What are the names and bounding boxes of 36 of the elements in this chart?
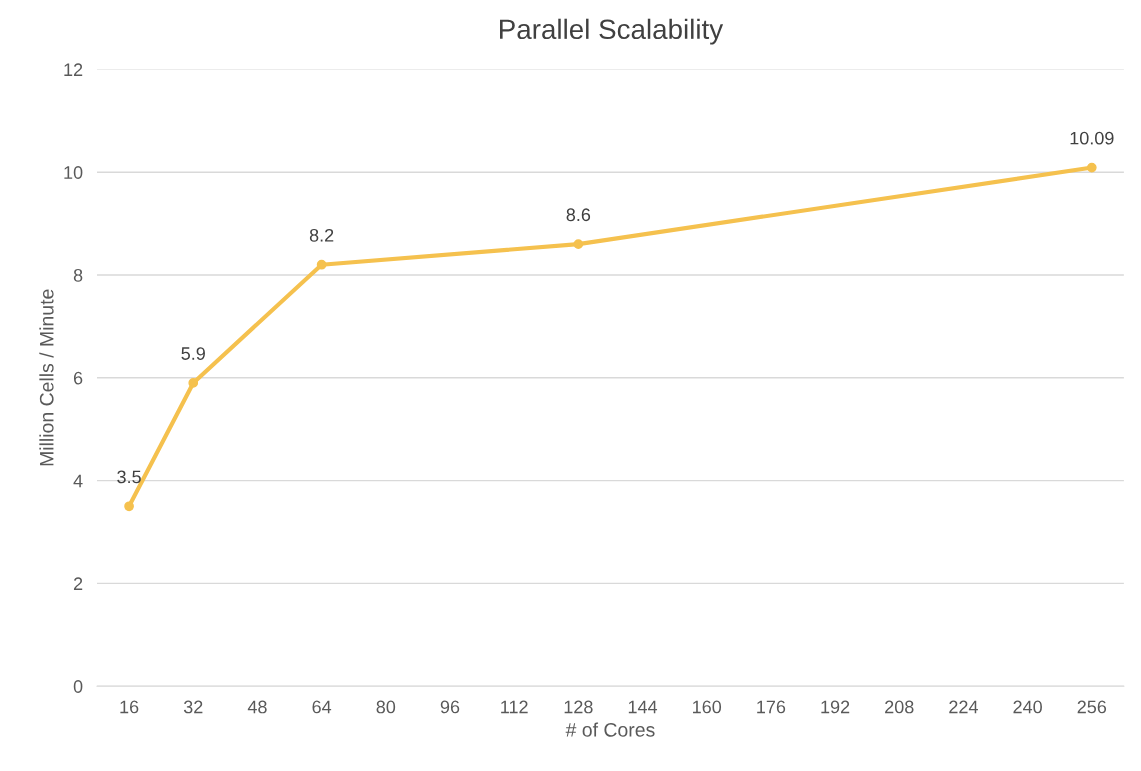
- x-tick-label: 48: [247, 700, 267, 714]
- x-tick-label: 16: [120, 700, 139, 714]
- y-tick-label: 0: [73, 680, 83, 693]
- y-tick-label: 10: [64, 166, 83, 179]
- y-axis-title: Million Cells / Minute: [39, 289, 54, 466]
- chart-title: Parallel Scalability: [500, 18, 724, 45]
- x-tick-label: 176: [757, 700, 786, 714]
- data-label: 8.2: [309, 228, 334, 242]
- x-tick-label: 96: [440, 700, 460, 714]
- data-label: 3.5: [117, 470, 141, 484]
- data-label: 8.6: [566, 208, 591, 222]
- y-tick-label: 4: [73, 474, 83, 488]
- point: [188, 378, 199, 388]
- data-label: 5.9: [181, 347, 205, 360]
- y-tick-label: 12: [64, 63, 83, 76]
- point: [124, 501, 134, 512]
- x-axis-title: # of Cores: [565, 722, 655, 737]
- y-tick-label: 2: [73, 577, 83, 590]
- x-tick-label: 208: [885, 700, 914, 714]
- point: [316, 259, 327, 270]
- y-tick-label: 8: [73, 268, 83, 282]
- x-tick-label: 128: [564, 700, 593, 714]
- x-tick-label: 64: [312, 700, 332, 714]
- x-tick-label: 160: [693, 700, 722, 714]
- x-tick-label: 112: [501, 700, 528, 714]
- data-label: 10.09: [1070, 131, 1114, 145]
- x-tick-label: 240: [1013, 700, 1042, 714]
- x-tick-label: 224: [949, 700, 978, 714]
- x-tick-label: 144: [628, 700, 658, 714]
- x-tick-label: 32: [183, 700, 203, 714]
- y-tick-label: 6: [73, 371, 83, 385]
- point: [1086, 162, 1097, 173]
- point: [573, 239, 584, 250]
- x-tick-label: 256: [1077, 700, 1107, 714]
- x-tick-label: 80: [376, 700, 396, 714]
- x-tick-label: 192: [821, 700, 850, 714]
